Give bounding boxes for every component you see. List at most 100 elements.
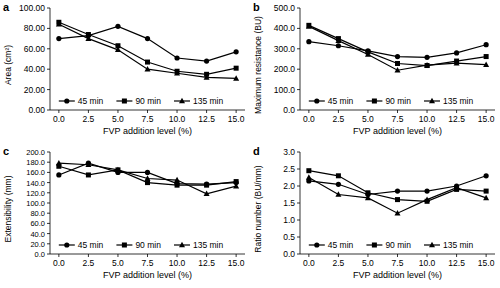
series-line <box>59 24 236 78</box>
y-tick <box>297 203 300 204</box>
x-tick <box>338 110 339 113</box>
y-axis-label: Extensibility (mm) <box>3 175 13 242</box>
data-point <box>395 67 401 73</box>
y-tick <box>47 8 50 9</box>
data-point <box>454 60 460 65</box>
y-tick-label: 400.0 <box>274 23 296 33</box>
y-tick-label: 2.0 <box>283 181 295 191</box>
data-point <box>174 70 180 76</box>
legend-marker <box>179 98 185 104</box>
x-tick-label: 2.5 <box>332 258 344 268</box>
data-point <box>336 43 341 48</box>
legend-label: 90 min <box>385 240 411 250</box>
y-tick-label: 100.0 <box>26 199 45 208</box>
data-point <box>56 160 62 166</box>
data-point <box>86 172 91 177</box>
x-tick <box>427 110 428 113</box>
plot-area <box>56 20 239 81</box>
panel-label: b <box>253 1 260 13</box>
x-tick-label: 5.0 <box>112 114 124 124</box>
y-tick-label: 40.0 <box>30 230 45 239</box>
y-tick-label: 140.0 <box>26 179 45 188</box>
x-tick-label: 2.5 <box>82 258 94 268</box>
y-tick <box>297 152 300 153</box>
x-tick-label: 12.5 <box>198 258 215 268</box>
data-point <box>204 74 210 80</box>
data-point <box>306 23 311 28</box>
x-tick-label: 10.0 <box>419 258 436 268</box>
data-point <box>424 196 430 202</box>
series-line <box>309 178 486 214</box>
data-point <box>365 195 371 201</box>
data-point <box>115 24 120 29</box>
y-tick-label: 200.0 <box>26 148 45 157</box>
data-point <box>56 36 61 41</box>
data-point <box>145 180 150 185</box>
x-tick-label: 15.0 <box>228 114 245 124</box>
legend-marker <box>372 243 377 248</box>
y-axis <box>300 8 301 110</box>
y-tick-label: 20.0 <box>30 240 45 249</box>
y-axis-label: Area (cm²) <box>3 45 13 85</box>
legend: 45 min90 min135 min <box>59 240 224 250</box>
y-tick <box>47 172 50 173</box>
y-tick <box>297 169 300 170</box>
x-tick <box>177 254 178 257</box>
plot-area <box>306 168 489 215</box>
x-tick <box>397 254 398 257</box>
y-axis-label: Ratio number (BU/mm) <box>253 165 263 253</box>
x-tick <box>338 254 339 257</box>
x-tick <box>236 110 237 113</box>
legend-marker <box>122 99 127 104</box>
data-point <box>424 62 430 68</box>
y-tick-label: 0.0 <box>35 250 45 259</box>
data-point <box>115 167 121 173</box>
y-tick-label: 300.0 <box>274 44 296 54</box>
y-tick <box>297 110 300 111</box>
x-tick-label: 10.0 <box>169 258 186 268</box>
data-point <box>483 62 489 68</box>
x-tick <box>177 110 178 113</box>
y-tick <box>47 233 50 234</box>
data-point <box>484 173 489 178</box>
x-tick <box>456 254 457 257</box>
x-tick-label: 12.5 <box>448 114 465 124</box>
data-point <box>115 47 121 53</box>
data-point <box>56 21 62 27</box>
x-tick-label: 15.0 <box>478 114 495 124</box>
data-point <box>145 36 150 41</box>
data-point <box>306 39 311 44</box>
legend-marker <box>122 243 127 248</box>
y-tick-label: 0.5 <box>283 232 295 242</box>
y-tick <box>297 254 300 255</box>
x-tick <box>308 110 309 113</box>
x-tick <box>117 254 118 257</box>
data-point <box>484 189 489 194</box>
y-axis <box>50 8 51 110</box>
y-tick <box>297 48 300 49</box>
data-point <box>454 50 459 55</box>
x-tick-label: 10.0 <box>169 114 186 124</box>
x-tick <box>58 254 59 257</box>
data-point <box>335 191 341 197</box>
series-line <box>309 25 486 65</box>
y-tick <box>47 89 50 90</box>
y-tick-label: 0.00 <box>28 105 45 115</box>
panel-label: d <box>253 145 260 157</box>
y-tick <box>297 89 300 90</box>
y-tick-label: 3.0 <box>283 147 295 157</box>
y-tick <box>297 186 300 187</box>
x-axis-label: FVP addition level (%) <box>103 126 192 136</box>
legend-label: 135 min <box>193 96 224 106</box>
x-tick <box>88 110 89 113</box>
y-tick-label: 0.0 <box>283 105 295 115</box>
plot-area <box>56 160 239 196</box>
y-tick <box>47 28 50 29</box>
data-point <box>233 75 239 81</box>
data-point <box>234 66 239 71</box>
data-point <box>306 23 312 29</box>
x-tick-label: 2.5 <box>82 114 94 124</box>
data-point <box>395 54 400 59</box>
y-tick-label: 40.00 <box>24 64 46 74</box>
y-tick <box>297 28 300 29</box>
